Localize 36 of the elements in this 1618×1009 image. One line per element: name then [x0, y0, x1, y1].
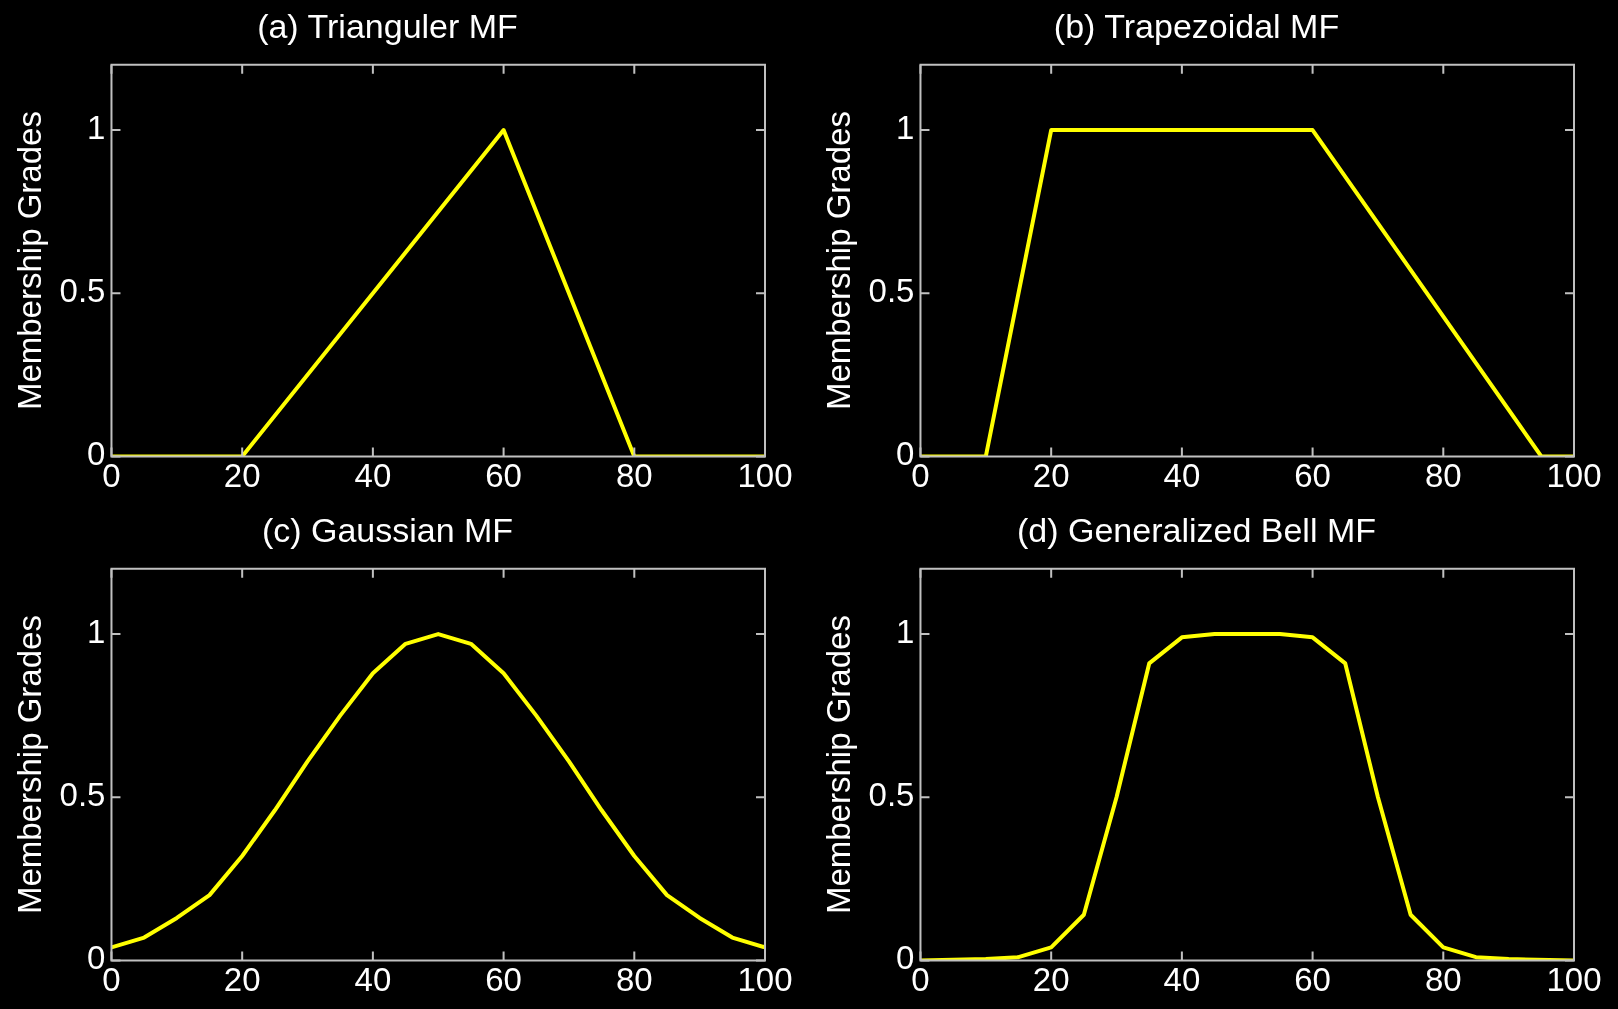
x-tick-label: 20: [1032, 457, 1070, 495]
chart-title: (c) Gaussian MF: [261, 510, 514, 549]
y-axis-title: Membership Grades: [819, 615, 857, 915]
x-tick-label: 40: [1163, 961, 1201, 999]
y-tick-label: 0.5: [868, 272, 915, 310]
y-tick-label: 1: [87, 613, 106, 651]
x-tick-label: 60: [1294, 457, 1331, 495]
x-tick-label: 60: [485, 457, 522, 495]
x-tick-label: 20: [223, 457, 261, 495]
x-tick-label: 60: [1294, 961, 1331, 999]
x-tick-label: 20: [1032, 961, 1070, 999]
x-tick-label: 100: [1546, 457, 1602, 495]
y-axis-title: Membership Grades: [819, 111, 857, 411]
y-tick-label: 1: [87, 109, 106, 147]
x-tick-label: 40: [354, 961, 392, 999]
y-tick-label: 0.5: [868, 776, 915, 814]
x-tick-label: 100: [737, 961, 793, 999]
y-axis-title: Membership Grades: [10, 615, 48, 915]
x-tick-label: 60: [485, 961, 522, 999]
y-tick-label: 1: [896, 613, 915, 651]
y-tick-label: 1: [896, 109, 915, 147]
x-tick-label: 40: [354, 457, 392, 495]
x-tick-label: 100: [737, 457, 793, 495]
chart-title: (a) Trianguler MF: [257, 6, 518, 45]
x-tick-label: 100: [1546, 961, 1602, 999]
chart-title: (d) Generalized Bell MF: [1016, 510, 1377, 549]
x-tick-label: 40: [1163, 457, 1201, 495]
y-tick-label: 0.5: [59, 776, 106, 814]
x-tick-label: 80: [615, 961, 653, 999]
x-tick-label: 80: [1424, 457, 1462, 495]
x-tick-label: 20: [223, 961, 261, 999]
y-axis-title: Membership Grades: [10, 111, 48, 411]
x-tick-label: 80: [615, 457, 653, 495]
chart-title: (b) Trapezoidal MF: [1053, 6, 1340, 45]
y-tick-label: 0.5: [59, 272, 106, 310]
x-tick-label: 80: [1424, 961, 1462, 999]
